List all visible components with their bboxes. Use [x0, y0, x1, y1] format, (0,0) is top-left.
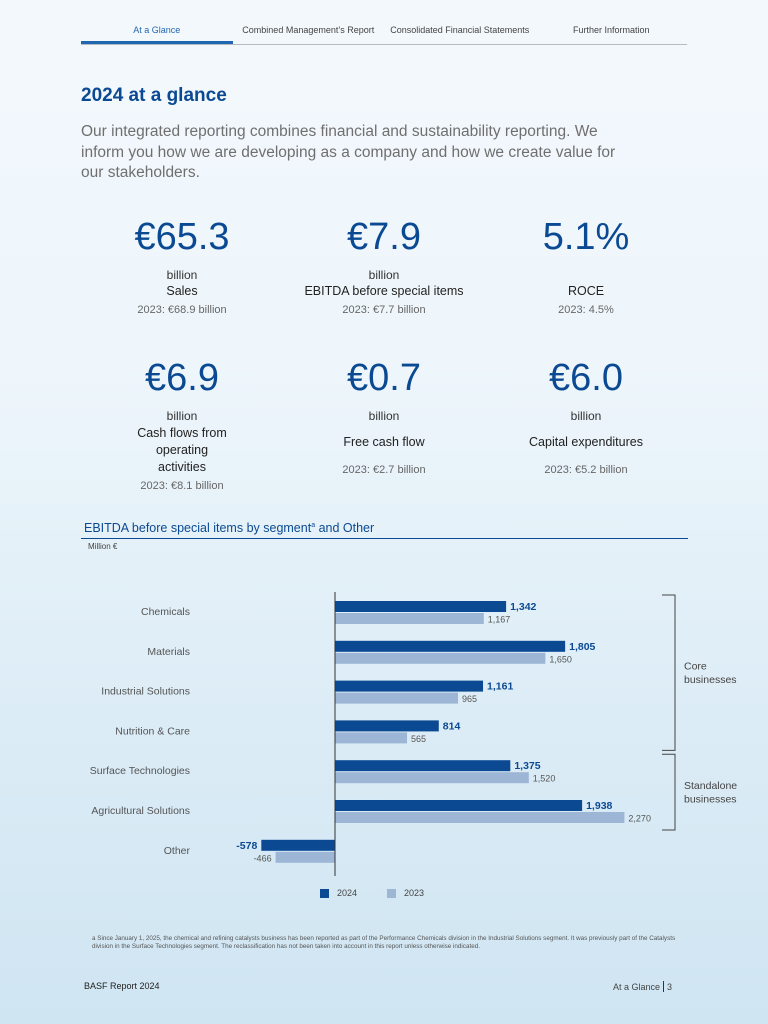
- kpi-free-cash-flow: €0.7 billion Free cash flow 2023: €2.7 b…: [274, 356, 494, 476]
- category-label-nutrition-care: Nutrition & Care: [115, 725, 190, 737]
- data-label-materials-2024: 1,805: [569, 641, 595, 653]
- intro-text: Our integrated reporting combines financ…: [81, 123, 616, 181]
- footer-page-info: At a Glance 3: [613, 981, 672, 992]
- kpi-label: Sales: [166, 284, 198, 298]
- bar-materials-2023: [335, 652, 546, 664]
- category-label-agricultural-solutions: Agricultural Solutions: [91, 805, 190, 817]
- bar-other-2024: [261, 839, 335, 851]
- footnote: a Since January 1, 2025, the chemical an…: [92, 935, 676, 950]
- kpi-value: €6.0: [549, 357, 623, 399]
- top-navigation: At a Glance Combined Management’s Report…: [81, 18, 687, 45]
- kpi-label: EBITDA before special items: [304, 284, 464, 298]
- data-label-other-2023: -466: [254, 853, 272, 863]
- data-label-chemicals-2024: 1,342: [510, 601, 536, 613]
- group-label-0-0: Core: [684, 661, 707, 673]
- legend-label-2024: 2024: [337, 888, 358, 898]
- data-label-surface-technologies-2023: 1,520: [533, 774, 556, 784]
- chart-unit: Million €: [88, 542, 118, 551]
- bar-nutrition-care-2024: [335, 720, 439, 732]
- bar-agricultural-solutions-2024: [335, 800, 583, 811]
- chart-title-footnote-marker: a: [311, 521, 316, 529]
- kpi-unit: billion: [368, 409, 400, 423]
- kpi-unit: billion: [368, 268, 400, 282]
- chart-legend: 2024 2023: [320, 888, 424, 898]
- data-label-materials-2023: 1,650: [549, 654, 572, 664]
- kpi-capital-expenditures: €6.0 billion Capital expenditures 2023: …: [476, 356, 696, 476]
- kpi-label: Capital expenditures: [529, 435, 643, 449]
- chart-title: EBITDA before special items by segmenta …: [81, 521, 688, 539]
- data-label-other-2024: -578: [236, 840, 257, 852]
- footer-section: At a Glance: [612, 982, 660, 992]
- legend-label-2023: 2023: [404, 888, 425, 898]
- legend-swatch-2023: [387, 888, 397, 898]
- data-label-chemicals-2023: 1,167: [488, 615, 511, 625]
- bar-other-2023: [275, 851, 335, 863]
- kpi-value: €0.7: [347, 357, 421, 399]
- kpi-unit: billion: [166, 409, 198, 423]
- data-label-agricultural-solutions-2023: 2,270: [628, 814, 651, 824]
- kpi-label: Cash flows from operating activities: [137, 426, 227, 474]
- data-label-industrial-solutions-2023: 965: [462, 694, 477, 704]
- bar-chemicals-2024: [335, 601, 507, 612]
- kpi-value: €65.3: [134, 216, 230, 258]
- kpi-roce: 5.1% ROCE 2023: 4.5%: [476, 215, 696, 316]
- bar-materials-2024: [335, 640, 566, 652]
- bar-surface-technologies-2024: [335, 760, 511, 772]
- data-label-industrial-solutions-2024: 1,161: [487, 681, 513, 693]
- page-number: 3: [666, 982, 672, 992]
- kpi-operating-cash-flow: €6.9 billion Cash flows from operating a…: [72, 356, 292, 492]
- kpi-unit: billion: [166, 268, 198, 282]
- bar-nutrition-care-2023: [335, 732, 408, 744]
- page-title: 2024 at a glance: [81, 85, 227, 106]
- bar-industrial-solutions-2024: [335, 680, 484, 692]
- kpi-label: Free cash flow: [343, 435, 425, 449]
- kpi-label: ROCE: [567, 284, 605, 298]
- footer-report-name: BASF Report 2024: [84, 981, 160, 991]
- tab-consolidated-financial-statements[interactable]: Consolidated Financial Statements: [390, 25, 530, 35]
- data-label-agricultural-solutions-2024: 1,938: [586, 800, 612, 812]
- legend-item-2024: 2024: [320, 888, 357, 898]
- kpi-sales: €65.3 billion Sales 2023: €68.9 billion: [72, 215, 292, 316]
- kpi-value: 5.1%: [542, 216, 630, 258]
- data-label-nutrition-care-2024: 814: [443, 720, 461, 732]
- footer-divider: [662, 981, 664, 992]
- group-bracket-0: [662, 594, 676, 751]
- group-bracket-1: [662, 753, 676, 831]
- group-label-1-0: Standalone: [684, 780, 737, 792]
- tab-combined-management-report[interactable]: Combined Management’s Report: [242, 25, 375, 35]
- bar-surface-technologies-2023: [335, 772, 529, 784]
- category-label-materials: Materials: [147, 646, 190, 658]
- data-label-nutrition-care-2023: 565: [411, 734, 426, 744]
- kpi-ebitda: €7.9 billion EBITDA before special items…: [274, 215, 494, 316]
- legend-item-2023: 2023: [387, 888, 424, 898]
- kpi-previous-year: 2023: €8.1 billion: [140, 480, 224, 492]
- data-label-surface-technologies-2024: 1,375: [514, 760, 540, 772]
- kpi-unit: billion: [570, 409, 602, 423]
- bar-chemicals-2023: [335, 613, 484, 624]
- tab-further-information[interactable]: Further Information: [572, 25, 650, 35]
- legend-swatch-2024: [320, 888, 329, 898]
- kpi-value: €6.9: [145, 357, 219, 399]
- kpi-previous-year: 2023: 4.5%: [558, 304, 614, 316]
- category-label-other: Other: [164, 845, 191, 857]
- chart-title-suffix: and Other: [315, 521, 375, 535]
- bar-agricultural-solutions-2023: [335, 812, 625, 823]
- kpi-value: €7.9: [347, 216, 421, 258]
- group-label-1-1: businesses: [684, 794, 737, 806]
- group-label-0-1: businesses: [684, 674, 737, 686]
- kpi-previous-year: 2023: €68.9 billion: [137, 304, 227, 316]
- chart-title-text: EBITDA before special items by segment: [84, 521, 312, 535]
- category-label-surface-technologies: Surface Technologies: [90, 765, 190, 777]
- category-label-industrial-solutions: Industrial Solutions: [101, 686, 190, 698]
- kpi-previous-year: 2023: €7.7 billion: [342, 304, 426, 316]
- category-label-chemicals: Chemicals: [141, 606, 190, 618]
- kpi-previous-year: 2023: €5.2 billion: [544, 464, 628, 476]
- tab-at-a-glance[interactable]: At a Glance: [81, 18, 233, 44]
- kpi-previous-year: 2023: €2.7 billion: [342, 464, 426, 476]
- bar-industrial-solutions-2023: [335, 692, 459, 704]
